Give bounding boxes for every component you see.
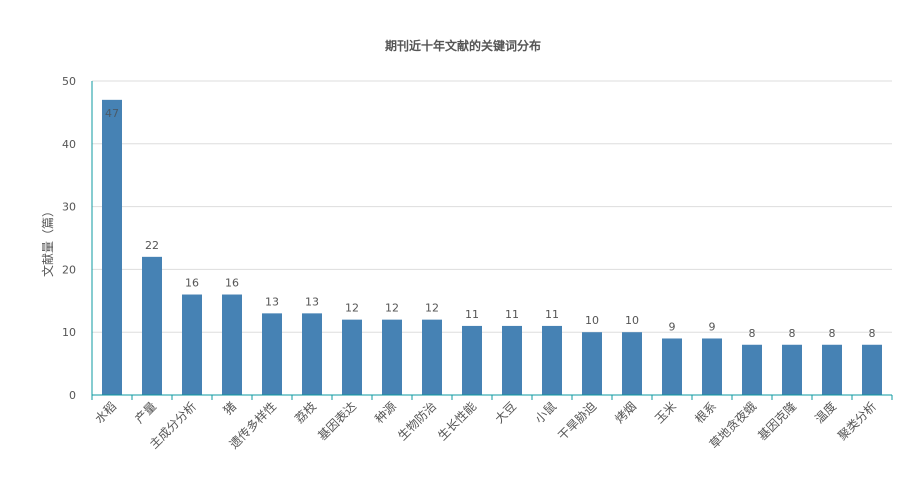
bar (382, 319, 402, 395)
bar-value-label: 10 (585, 314, 599, 327)
x-tick-label: 烤烟 (612, 399, 640, 427)
bar-value-label: 8 (869, 327, 876, 340)
y-tick-label: 40 (62, 138, 76, 151)
bar (862, 344, 882, 395)
bar (742, 344, 762, 395)
x-tick-label: 温度 (812, 399, 840, 427)
bar (822, 344, 842, 395)
x-tick-label: 聚类分析 (835, 399, 879, 443)
x-tick-label: 水稻 (92, 399, 119, 426)
chart-title: 期刊近十年文献的关键词分布 (385, 38, 541, 53)
bar-value-label: 11 (465, 308, 479, 321)
x-tick-label: 荔枝 (292, 399, 320, 427)
bar-value-label: 47 (105, 107, 119, 120)
bar (782, 344, 802, 395)
x-tick-label: 根系 (692, 399, 719, 426)
bar-value-label: 8 (829, 327, 836, 340)
y-tick-label: 30 (62, 201, 76, 214)
bar (342, 319, 362, 395)
bar (142, 256, 162, 395)
bar (502, 325, 522, 395)
x-tick-label: 干旱胁迫 (555, 399, 600, 444)
bar (182, 294, 202, 395)
x-tick-label: 小鼠 (532, 399, 559, 426)
bars (102, 99, 882, 395)
bar-value-label: 12 (425, 302, 439, 315)
grid-lines (92, 80, 892, 333)
x-tick-label: 生物防治 (395, 399, 440, 444)
y-tick-label: 50 (62, 75, 76, 88)
bar (222, 294, 242, 395)
y-tick-label: 10 (62, 326, 76, 339)
bar-value-label: 12 (345, 302, 359, 315)
bar-value-label: 11 (505, 308, 519, 321)
bar (262, 313, 282, 395)
y-tick-label: 0 (69, 389, 76, 402)
bar-value-label: 9 (669, 320, 676, 333)
bar-value-label: 8 (789, 327, 796, 340)
bar-value-label: 16 (225, 277, 239, 290)
bar (622, 332, 642, 395)
bar-value-label: 16 (185, 277, 199, 290)
bar (422, 319, 442, 395)
bar-value-label: 9 (709, 320, 716, 333)
bar-value-label: 10 (625, 314, 639, 327)
x-tick-label: 产量 (132, 399, 159, 426)
bar-value-label: 13 (265, 295, 279, 308)
bar (102, 99, 122, 395)
bar (462, 325, 482, 395)
x-tick-label: 基因克隆 (755, 399, 800, 444)
bar-value-label: 22 (145, 239, 159, 252)
bar (542, 325, 562, 395)
x-tick-label: 大豆 (492, 399, 519, 426)
x-tick-label: 猪 (221, 399, 239, 417)
x-tick-label: 玉米 (652, 399, 679, 426)
x-tick-label: 基因表达 (315, 399, 359, 443)
bar-value-label: 13 (305, 295, 319, 308)
y-axis-label: 文献量（篇） (40, 205, 55, 277)
x-tick-label: 种源 (372, 399, 399, 426)
bar (582, 332, 602, 395)
bar (702, 338, 722, 395)
bar (662, 338, 682, 395)
x-tick-label: 生长性能 (435, 399, 479, 443)
bar-value-label: 12 (385, 302, 399, 315)
bar (302, 313, 322, 395)
axes (91, 81, 893, 400)
y-tick-label: 20 (62, 263, 76, 276)
bar-value-label: 8 (749, 327, 756, 340)
bar-value-label: 11 (545, 308, 559, 321)
